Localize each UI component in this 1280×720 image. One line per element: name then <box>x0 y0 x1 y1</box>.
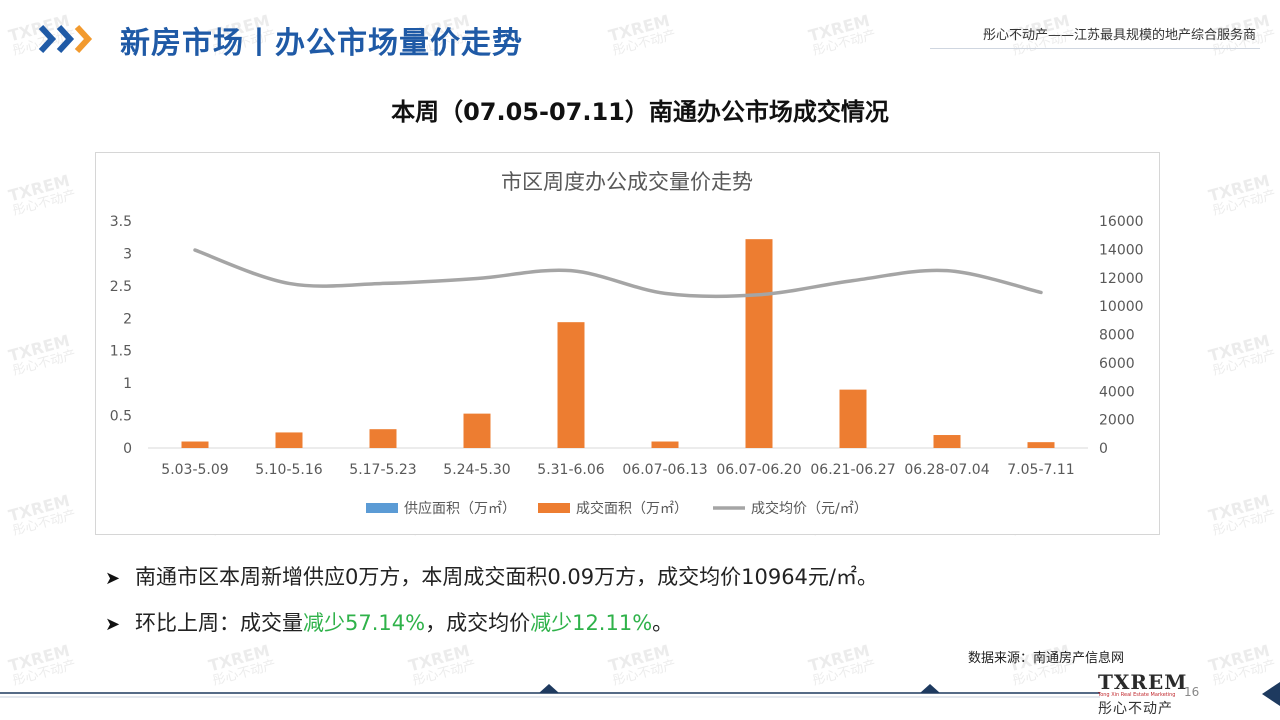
bullet-arrow-icon: ➤ <box>105 568 121 589</box>
x-tick-label: 5.03-5.09 <box>161 462 228 478</box>
legend-swatch <box>538 503 570 513</box>
bar-transaction-area <box>933 435 961 448</box>
y-right-tick-label: 12000 <box>1099 271 1144 287</box>
y-left-tick-label: 1.5 <box>110 344 132 360</box>
x-tick-label: 5.10-5.16 <box>255 462 322 478</box>
bullet-arrow-icon: ➤ <box>105 614 121 635</box>
y-left-tick-label: 3 <box>123 246 132 262</box>
x-tick-label: 5.31-6.06 <box>537 462 604 478</box>
bar-transaction-area <box>369 429 397 448</box>
y-left-tick-label: 2 <box>123 311 132 327</box>
y-left-tick-label: 3.5 <box>110 214 132 230</box>
y-left-tick-label: 0 <box>123 441 132 457</box>
bullet-1-part-3: 减少12.11% <box>530 611 653 635</box>
company-logo: TXREM Tong Xin Real Estate Marketing 彤心不… <box>1098 670 1188 717</box>
header-divider <box>930 48 1260 49</box>
avg-price-line <box>193 248 1043 299</box>
y-right-tick-label: 2000 <box>1099 413 1135 429</box>
y-right-tick-label: 10000 <box>1099 299 1144 315</box>
x-tick-label: 06.07-06.20 <box>716 462 801 478</box>
bar-transaction-area <box>557 322 585 448</box>
footer-decoration <box>0 682 1280 706</box>
bullet-comparison-text: 环比上周：成交量减少57.14%，成交均价减少12.11%。 <box>135 611 673 635</box>
x-tick-label: 06.28-07.04 <box>904 462 989 478</box>
bullet-1-part-1: 减少57.14% <box>303 611 426 635</box>
bullet-comparison: ➤ 环比上周：成交量减少57.14%，成交均价减少12.11%。 <box>105 607 673 637</box>
bullet-0-part-0: 南通市区本周新增供应0万方，本周成交面积0.09万方，成交均价10964元/㎡。 <box>135 565 878 589</box>
legend-label: 供应面积（万㎡） <box>404 500 516 517</box>
combo-chart: 市区周度办公成交量价走势 0 0.5 1 1.5 2 2.5 3 3.5 0 2000 4000 600… <box>110 170 1144 517</box>
bar-transaction-area <box>745 239 773 448</box>
logo-chinese: 彤心不动产 <box>1098 701 1173 717</box>
bar-transaction-area <box>839 389 867 448</box>
bar-transaction-area <box>463 413 491 448</box>
y-right-tick-label: 8000 <box>1099 328 1135 344</box>
x-tick-label: 06.07-06.13 <box>622 462 707 478</box>
bar-transaction-area <box>1027 442 1055 448</box>
page-number: 16 <box>1184 685 1200 699</box>
bullet-1-part-4: 。 <box>652 611 674 635</box>
bullet-summary: ➤ 南通市区本周新增供应0万方，本周成交面积0.09万方，成交均价10964元/㎡… <box>105 561 878 591</box>
y-left-tick-label: 0.5 <box>110 409 132 425</box>
bullet-summary-text: 南通市区本周新增供应0万方，本周成交面积0.09万方，成交均价10964元/㎡。 <box>135 565 878 589</box>
bar-transaction-area <box>181 441 209 448</box>
company-tagline: 彤心不动产——江苏最具规模的地产综合服务商 <box>982 28 1256 43</box>
bar-transaction-area <box>275 432 303 448</box>
bullet-1-part-0: 环比上周：成交量 <box>135 611 303 635</box>
x-tick-label: 06.21-06.27 <box>810 462 895 478</box>
page-title: 新房市场丨办公市场量价走势 <box>120 26 523 61</box>
legend-label: 成交均价（元/㎡） <box>751 500 868 517</box>
logo-tagline: Tong Xin Real Estate Marketing <box>1098 692 1176 698</box>
y-left-tick-label: 1 <box>123 376 132 392</box>
chart-container: 市区周度办公成交量价走势 0 0.5 1 1.5 2 2.5 3 3.5 0 2000 4000 600… <box>95 152 1160 535</box>
x-tick-label: 7.05-7.11 <box>1007 462 1074 478</box>
x-tick-label: 5.24-5.30 <box>443 462 510 478</box>
logo-wordmark: TXREM <box>1098 670 1188 694</box>
y-right-tick-label: 14000 <box>1099 242 1144 258</box>
y-right-tick-label: 0 <box>1099 441 1108 457</box>
section-subtitle: 本周（07.05-07.11）南通办公市场成交情况 <box>391 98 889 126</box>
legend-label: 成交面积（万㎡） <box>576 500 688 517</box>
chart-title: 市区周度办公成交量价走势 <box>501 170 753 194</box>
data-source: 数据来源：南通房产信息网 <box>968 651 1125 666</box>
y-left-tick-label: 2.5 <box>110 279 132 295</box>
bar-transaction-area <box>651 441 679 448</box>
bullet-1-part-2: ，成交均价 <box>425 611 531 635</box>
y-right-tick-label: 4000 <box>1099 384 1135 400</box>
x-tick-label: 5.17-5.23 <box>349 462 416 478</box>
y-right-tick-label: 6000 <box>1099 356 1135 372</box>
legend-swatch <box>366 503 398 513</box>
chevrons-icon <box>38 24 93 54</box>
header: 新房市场丨办公市场量价走势 彤心不动产——江苏最具规模的地产综合服务商 <box>0 0 1280 75</box>
y-right-tick-label: 16000 <box>1099 214 1144 230</box>
